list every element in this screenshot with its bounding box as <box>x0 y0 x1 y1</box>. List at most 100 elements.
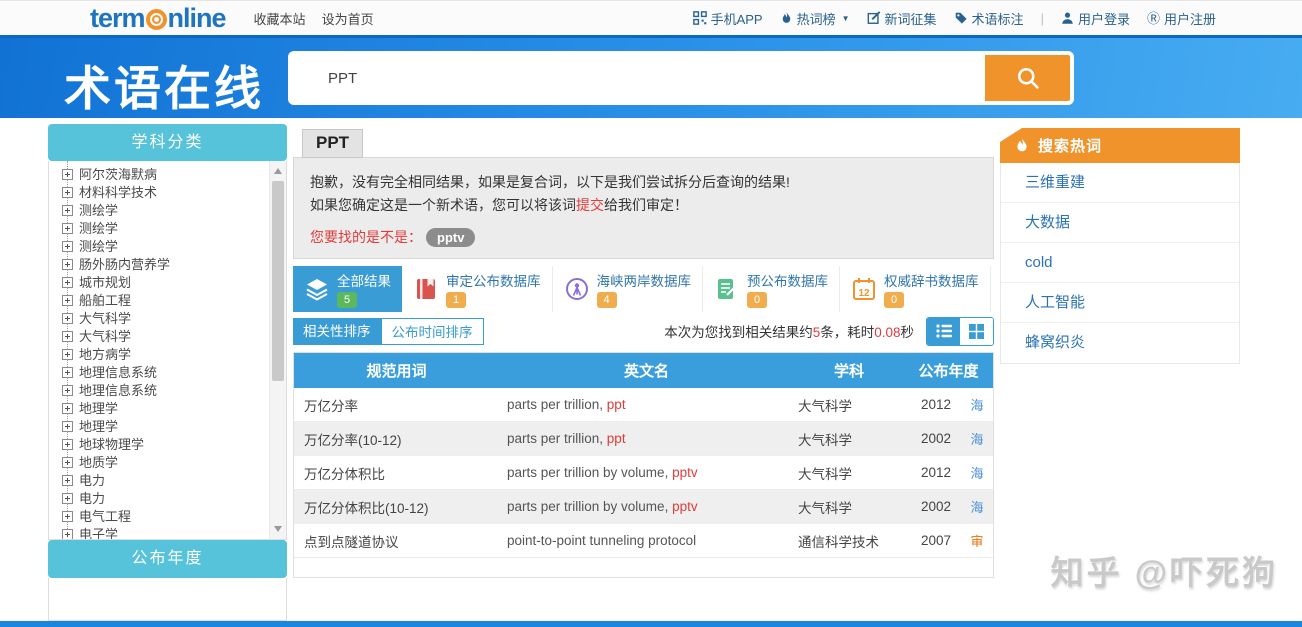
category-tree-item[interactable]: 地理学 <box>62 395 286 418</box>
source-cell: 海 <box>959 429 995 448</box>
category-tree-item[interactable]: 电子学 <box>62 521 286 539</box>
highlight-match: pptv <box>672 499 698 514</box>
source-db-badge[interactable]: 海 <box>970 398 984 413</box>
user-login-link[interactable]: 用户登录 <box>1061 9 1130 28</box>
logo-text-left: term <box>90 2 146 33</box>
english-cell: point-to-point tunneling protocol <box>507 533 697 548</box>
svg-text:12: 12 <box>858 288 870 299</box>
category-tree-item[interactable]: 地理信息系统 <box>62 377 286 400</box>
sort-row: 相关性排序 公布时间排序 本次为您找到相关结果约5条，耗时0.08秒 <box>293 316 994 346</box>
subject-cell: 大气科学 <box>798 500 852 516</box>
category-tree-item[interactable]: 材料科学技术 <box>62 179 286 202</box>
category-tree-item[interactable]: 电气工程 <box>62 503 286 526</box>
table-row[interactable]: 万亿分体积比 parts per trillion by volume, ppt… <box>294 456 993 490</box>
category-tree-item[interactable]: 大气科学 <box>62 323 286 346</box>
category-tree-item[interactable]: 城市规划 <box>62 269 286 292</box>
results-table: 规范用词 英文名 学科 公布年度 万亿分率 parts per trillion… <box>293 352 994 578</box>
category-tree-item[interactable]: 测绘学 <box>62 197 286 220</box>
right-sidebar: 搜索热词 三维重建 大数据 cold 人工智能 蜂窝织炎 <box>1000 128 1240 364</box>
tab-approved-database[interactable]: 审定公布数据库 1 <box>402 266 553 312</box>
search-input[interactable] <box>292 55 985 101</box>
main-content: PPT 抱歉，没有完全相同结果，如果是复合词，以下是我们尝试拆分后查询的结果! … <box>293 129 994 578</box>
site-title[interactable]: 术语在线 <box>64 62 264 115</box>
hot-search-item[interactable]: 三维重建 <box>1001 163 1239 203</box>
mobile-app-link[interactable]: 手机APP <box>692 9 763 28</box>
site-logo[interactable]: term nline <box>90 2 227 34</box>
tab-all-results[interactable]: 全部结果 5 <box>293 266 402 312</box>
edit-icon <box>867 11 880 24</box>
table-row[interactable]: 万亿分率(10-12) parts per trillion, ppt 大气科学… <box>294 422 993 456</box>
category-tree-item[interactable]: 地质学 <box>62 449 286 472</box>
category-tree-item[interactable]: 船舶工程 <box>62 287 286 310</box>
scrollbar-thumb[interactable] <box>272 181 284 381</box>
flame-icon <box>782 11 790 23</box>
term-cell[interactable]: 万亿分率(10-12) <box>304 432 402 448</box>
tab-prepublish-database[interactable]: 预公布数据库 0 <box>703 266 840 312</box>
list-view-button[interactable] <box>927 317 960 345</box>
category-tree-item[interactable]: 测绘学 <box>62 215 286 238</box>
expand-plus-icon[interactable] <box>62 529 73 539</box>
scroll-up-icon[interactable] <box>274 168 282 174</box>
watermark: 知乎 @吓死狗 <box>1050 554 1278 591</box>
table-row[interactable]: 万亿分体积比(10-12) parts per trillion by volu… <box>294 490 993 524</box>
document-pencil-icon <box>718 279 737 299</box>
source-db-badge[interactable]: 海 <box>970 500 984 515</box>
hot-search-item[interactable]: cold <box>1001 243 1239 283</box>
tab-dictionary-database[interactable]: 12 权威辞书数据库 0 <box>840 266 991 312</box>
new-words-collect-link[interactable]: 新词征集 <box>867 9 937 28</box>
hot-search-header: 搜索热词 <box>1000 128 1240 163</box>
category-tree-item[interactable]: 肠外肠内营养学 <box>62 251 286 274</box>
subject-category-header: 学科分类 <box>48 124 287 161</box>
year-cell: 2012 <box>920 397 951 412</box>
category-tree-item[interactable]: 电力 <box>62 485 286 508</box>
grid-view-button[interactable] <box>960 317 993 345</box>
publish-year-panel <box>48 578 287 621</box>
source-db-badge[interactable]: 海 <box>970 432 984 447</box>
scroll-down-icon[interactable] <box>274 526 282 532</box>
tag-icon <box>955 12 967 24</box>
english-cell: parts per trillion by volume, pptv <box>507 499 698 514</box>
highlight-match: ppt <box>606 431 626 446</box>
category-tree-item[interactable]: 阿尔茨海默病 <box>62 161 286 184</box>
submit-term-link[interactable]: 提交 <box>576 197 604 213</box>
result-stats: 本次为您找到相关结果约5条，耗时0.08秒 <box>664 325 914 340</box>
table-body: 万亿分率 parts per trillion, ppt 大气科学 2012 海… <box>294 388 993 558</box>
subject-cell: 大气科学 <box>798 398 852 414</box>
notice-line-2: 如果您确定这是一个新术语，您可以将该词提交给我们审定！ <box>310 197 688 213</box>
subject-cell: 大气科学 <box>798 432 852 448</box>
year-cell: 2007 <box>920 533 951 548</box>
set-homepage-link[interactable]: 设为首页 <box>321 11 374 27</box>
sort-by-date-button[interactable]: 公布时间排序 <box>380 317 484 345</box>
term-cell[interactable]: 万亿分体积比 <box>304 466 385 482</box>
tab-cross-strait-database[interactable]: 海峡两岸数据库 4 <box>553 266 703 312</box>
bookmark-site-link[interactable]: 收藏本站 <box>253 11 306 27</box>
hot-search-item[interactable]: 大数据 <box>1001 203 1239 243</box>
category-tree-item[interactable]: 测绘学 <box>62 233 286 256</box>
category-tree-item[interactable]: 地理学 <box>62 413 286 436</box>
table-row[interactable]: 点到点隧道协议 point-to-point tunneling protoco… <box>294 524 993 558</box>
search-button[interactable] <box>985 55 1070 101</box>
category-tree-item[interactable]: 大气科学 <box>62 305 286 328</box>
year-cell: 2002 <box>920 431 951 446</box>
term-cell[interactable]: 万亿分体积比(10-12) <box>304 500 429 516</box>
category-tree-item[interactable]: 地方病学 <box>62 341 286 364</box>
category-tree-item[interactable]: 地理信息系统 <box>62 359 286 382</box>
hot-search-item[interactable]: 蜂窝织炎 <box>1025 334 1086 351</box>
hot-search-item[interactable]: 人工智能 <box>1001 283 1239 323</box>
tree-scrollbar[interactable] <box>269 161 286 539</box>
notice-line-1: 抱歉，没有完全相同结果，如果是复合词，以下是我们尝试拆分后查询的结果! <box>310 174 790 190</box>
sort-by-relevance-button[interactable]: 相关性排序 <box>293 317 381 345</box>
category-tree-item[interactable]: 地球物理学 <box>62 431 286 454</box>
suggestion-label: 您要找的是不是： <box>310 229 422 245</box>
suggested-term-link[interactable]: pptv <box>426 228 476 247</box>
source-db-badge[interactable]: 海 <box>970 466 984 481</box>
hot-words-rank-link[interactable]: 热词榜 ▼ <box>780 9 850 28</box>
term-cell[interactable]: 万亿分率 <box>304 398 358 414</box>
source-db-badge[interactable]: 审 <box>970 534 984 549</box>
table-row[interactable]: 万亿分率 parts per trillion, ppt 大气科学 2012 海 <box>294 388 993 422</box>
term-annotation-link[interactable]: 术语标注 <box>954 9 1024 28</box>
publish-year-header: 公布年度 <box>48 540 287 578</box>
term-cell[interactable]: 点到点隧道协议 <box>304 534 399 550</box>
user-register-link[interactable]: Ⓡ 用户注册 <box>1146 10 1216 27</box>
category-tree-item[interactable]: 电力 <box>62 467 286 490</box>
